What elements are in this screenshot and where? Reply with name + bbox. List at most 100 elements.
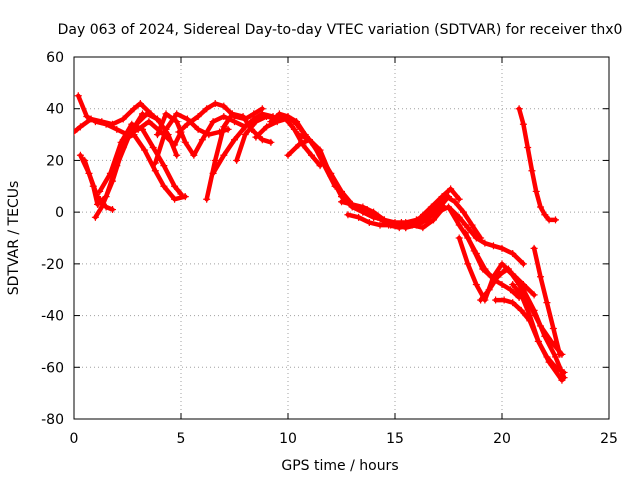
data-point xyxy=(98,203,106,211)
data-point xyxy=(175,128,183,136)
data-point xyxy=(102,120,110,128)
data-point xyxy=(419,224,427,232)
data-point xyxy=(365,218,373,226)
data-point xyxy=(545,216,553,224)
data-point xyxy=(138,125,146,133)
data-point xyxy=(181,138,189,146)
data-point xyxy=(376,221,384,229)
data-point xyxy=(220,112,228,120)
data-point xyxy=(556,350,564,358)
series-line xyxy=(176,101,265,135)
data-point xyxy=(519,120,527,128)
data-point xyxy=(530,244,538,252)
data-point xyxy=(352,203,360,211)
data-point xyxy=(220,123,228,131)
data-point xyxy=(173,118,181,126)
x-axis-label: GPS time / hours xyxy=(281,458,398,474)
grid xyxy=(74,57,609,419)
data-point xyxy=(198,136,206,144)
data-point xyxy=(241,123,249,131)
data-point xyxy=(220,102,228,110)
y-tick-label: 0 xyxy=(55,205,64,221)
data-point xyxy=(136,100,144,108)
data-point xyxy=(430,216,438,224)
y-tick-label: -80 xyxy=(41,412,64,428)
series-track-29 xyxy=(530,244,564,358)
data-point xyxy=(402,224,410,232)
data-point xyxy=(485,286,493,294)
data-point xyxy=(153,131,161,139)
data-point xyxy=(295,131,303,139)
data-point xyxy=(203,195,211,203)
x-tick-label: 20 xyxy=(493,431,511,447)
data-point xyxy=(162,110,170,118)
data-point xyxy=(397,218,405,226)
data-point xyxy=(76,123,84,131)
data-point xyxy=(455,195,463,203)
data-point xyxy=(543,299,551,307)
series-line xyxy=(253,116,323,168)
data-point xyxy=(338,198,345,206)
data-point xyxy=(130,131,138,139)
data-point xyxy=(194,125,202,133)
data-point xyxy=(534,337,542,345)
data-point xyxy=(224,125,232,133)
series-line xyxy=(268,111,338,189)
data-point xyxy=(515,105,523,113)
data-point xyxy=(160,182,168,190)
x-tick-label: 5 xyxy=(177,431,186,447)
data-point xyxy=(543,353,551,361)
data-point xyxy=(423,213,431,221)
data-point xyxy=(76,151,84,159)
data-point xyxy=(434,200,442,208)
data-point xyxy=(94,200,102,208)
data-point xyxy=(171,182,179,190)
data-point xyxy=(451,198,459,206)
data-point xyxy=(526,312,534,320)
data-point xyxy=(241,131,249,139)
data-point xyxy=(524,144,532,151)
data-point xyxy=(442,193,450,201)
data-point xyxy=(560,368,568,376)
data-point xyxy=(190,151,198,159)
data-point xyxy=(275,110,283,118)
data-point xyxy=(109,206,117,214)
data-point xyxy=(502,265,510,273)
data-point xyxy=(267,138,275,146)
data-point xyxy=(153,115,161,123)
data-point xyxy=(91,118,99,126)
data-point xyxy=(83,112,91,120)
data-point xyxy=(517,291,525,299)
data-point xyxy=(211,100,219,108)
series-track-30 xyxy=(515,105,559,224)
data-point xyxy=(119,136,127,144)
data-point xyxy=(487,273,495,281)
data-point xyxy=(494,273,502,281)
series-track-26 xyxy=(477,265,568,382)
data-point xyxy=(498,244,506,252)
data-point xyxy=(145,118,153,126)
data-point xyxy=(263,112,271,120)
data-point xyxy=(295,141,303,149)
data-point xyxy=(481,239,489,247)
data-point xyxy=(308,151,316,159)
series-line xyxy=(516,106,558,223)
data-point xyxy=(455,234,463,242)
x-tick-label: 10 xyxy=(279,431,297,447)
data-point xyxy=(530,306,538,314)
data-point xyxy=(109,177,117,185)
data-point xyxy=(385,221,393,229)
data-point xyxy=(143,110,151,118)
series-line xyxy=(74,101,162,135)
data-point xyxy=(209,169,217,177)
data-point xyxy=(263,123,271,131)
y-axis: -80 -60 -40 -20 0 20 40 60 xyxy=(41,50,609,428)
data-point xyxy=(498,260,506,268)
data-point xyxy=(151,159,159,167)
data-point xyxy=(203,105,211,113)
data-point xyxy=(96,187,104,195)
data-point xyxy=(530,291,538,299)
y-tick-label: -40 xyxy=(41,309,64,325)
data-point xyxy=(445,203,452,211)
